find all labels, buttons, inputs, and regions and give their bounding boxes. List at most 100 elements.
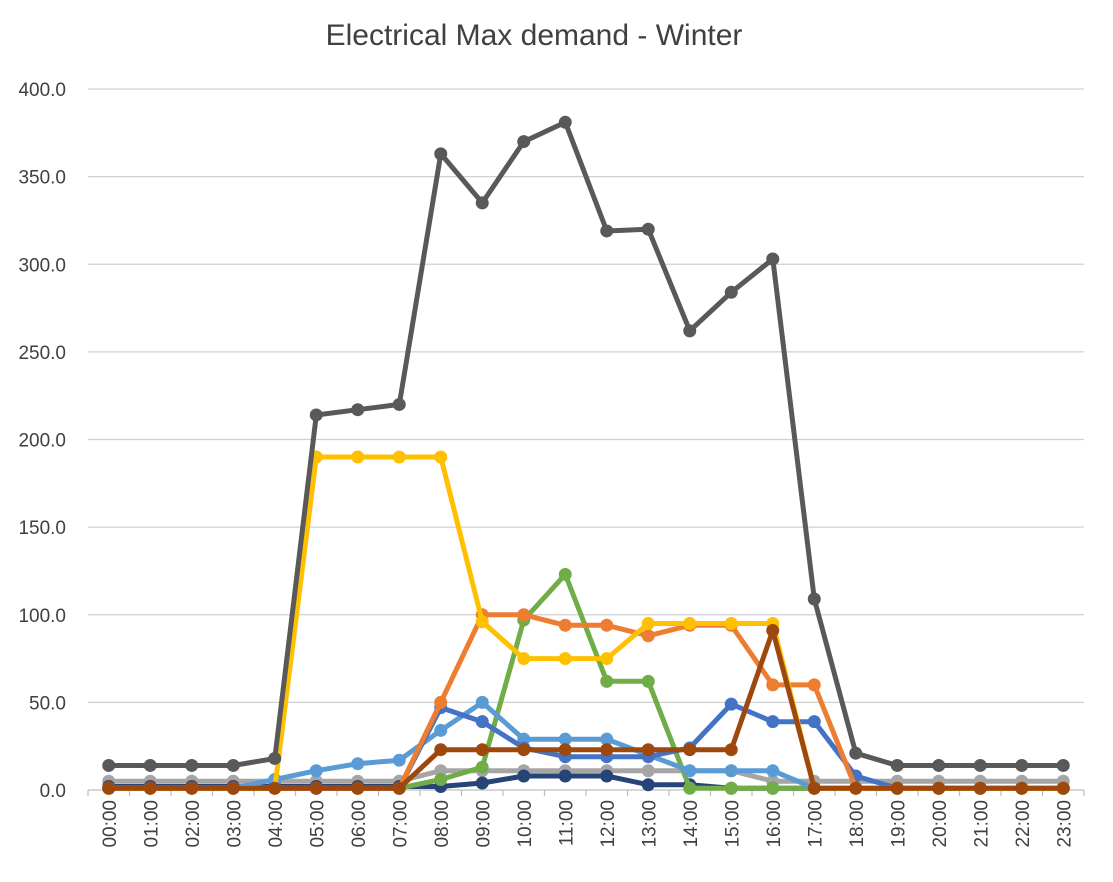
series-7 bbox=[102, 624, 1070, 795]
data-point bbox=[143, 758, 157, 772]
x-tick-label: 00:00 bbox=[100, 800, 121, 848]
x-tick-label: 12:00 bbox=[598, 800, 619, 848]
y-tick-label: 150.0 bbox=[18, 518, 66, 539]
x-tick-label: 21:00 bbox=[971, 800, 992, 848]
data-point bbox=[683, 324, 697, 338]
data-point bbox=[641, 778, 655, 792]
data-point bbox=[973, 758, 987, 772]
data-point bbox=[226, 781, 240, 795]
data-point bbox=[268, 751, 282, 765]
data-point bbox=[600, 224, 614, 238]
x-tick-label: 18:00 bbox=[847, 800, 868, 848]
data-point bbox=[932, 781, 946, 795]
data-point bbox=[1015, 758, 1029, 772]
data-point bbox=[475, 760, 489, 774]
data-point bbox=[683, 764, 697, 778]
data-point bbox=[724, 743, 738, 757]
data-point bbox=[558, 618, 572, 632]
data-point bbox=[641, 222, 655, 236]
data-point bbox=[641, 617, 655, 631]
data-point bbox=[1056, 781, 1070, 795]
y-tick-label: 100.0 bbox=[18, 606, 66, 627]
x-tick-label: 10:00 bbox=[515, 800, 536, 848]
data-point bbox=[309, 781, 323, 795]
data-point bbox=[973, 781, 987, 795]
x-tick-label: 22:00 bbox=[1013, 800, 1034, 848]
data-point bbox=[309, 764, 323, 778]
data-point bbox=[600, 743, 614, 757]
y-tick-label: 200.0 bbox=[18, 431, 66, 452]
data-point bbox=[558, 732, 572, 746]
data-point bbox=[517, 135, 531, 149]
y-tick-label: 50.0 bbox=[29, 693, 66, 714]
data-point bbox=[351, 781, 365, 795]
data-point bbox=[226, 758, 240, 772]
data-point bbox=[102, 758, 116, 772]
data-point bbox=[558, 115, 572, 129]
x-tick-label: 23:00 bbox=[1054, 800, 1075, 848]
x-tick-label: 09:00 bbox=[473, 800, 494, 848]
data-point bbox=[434, 147, 448, 161]
x-tick-label: 01:00 bbox=[141, 800, 162, 848]
y-tick-label: 300.0 bbox=[18, 255, 66, 276]
data-point bbox=[766, 715, 780, 729]
y-axis-tick-labels: 0.0 50.0 100.0 150.0 200.0 250.0 300.0 350.0 400… bbox=[18, 80, 66, 802]
data-point bbox=[434, 723, 448, 737]
data-point bbox=[475, 743, 489, 757]
data-point bbox=[143, 781, 157, 795]
data-point bbox=[641, 743, 655, 757]
data-point bbox=[434, 772, 448, 786]
data-point bbox=[434, 450, 448, 464]
series-line bbox=[106, 119, 1066, 768]
x-tick-label: 19:00 bbox=[888, 800, 909, 848]
x-tick-label: 07:00 bbox=[390, 800, 411, 848]
x-tick-label: 17:00 bbox=[805, 800, 826, 848]
series-lines bbox=[102, 115, 1070, 795]
data-point bbox=[724, 697, 738, 711]
x-tick-label: 05:00 bbox=[307, 800, 328, 848]
data-point bbox=[766, 678, 780, 692]
data-point bbox=[392, 397, 406, 411]
data-point bbox=[475, 695, 489, 709]
data-point bbox=[392, 753, 406, 767]
data-point bbox=[641, 629, 655, 643]
data-point bbox=[683, 617, 697, 631]
data-point bbox=[766, 252, 780, 266]
data-point bbox=[641, 674, 655, 688]
x-tick-label: 16:00 bbox=[764, 800, 785, 848]
data-point bbox=[434, 743, 448, 757]
data-point bbox=[475, 715, 489, 729]
data-point bbox=[475, 196, 489, 210]
data-point bbox=[392, 450, 406, 464]
data-point bbox=[724, 617, 738, 631]
data-point bbox=[807, 781, 821, 795]
data-point bbox=[890, 758, 904, 772]
data-point bbox=[683, 781, 697, 795]
data-point bbox=[517, 608, 531, 622]
y-tick-label: 350.0 bbox=[18, 168, 66, 189]
data-point bbox=[185, 758, 199, 772]
data-point bbox=[849, 746, 863, 760]
y-tick-label: 400.0 bbox=[18, 80, 66, 101]
data-point bbox=[309, 408, 323, 422]
y-tick-label: 250.0 bbox=[18, 343, 66, 364]
data-point bbox=[600, 652, 614, 666]
data-point bbox=[1056, 758, 1070, 772]
data-point bbox=[185, 781, 199, 795]
data-point bbox=[600, 674, 614, 688]
data-point bbox=[890, 781, 904, 795]
data-point bbox=[724, 285, 738, 299]
data-point bbox=[558, 743, 572, 757]
data-point bbox=[766, 624, 780, 638]
data-point bbox=[475, 615, 489, 629]
x-tick-label: 04:00 bbox=[266, 800, 287, 848]
data-point bbox=[683, 743, 697, 757]
x-tick-label: 15:00 bbox=[722, 800, 743, 848]
data-point bbox=[517, 743, 531, 757]
x-tick-label: 20:00 bbox=[930, 800, 951, 848]
data-point bbox=[807, 678, 821, 692]
series-line bbox=[106, 628, 1066, 791]
data-point bbox=[849, 781, 863, 795]
